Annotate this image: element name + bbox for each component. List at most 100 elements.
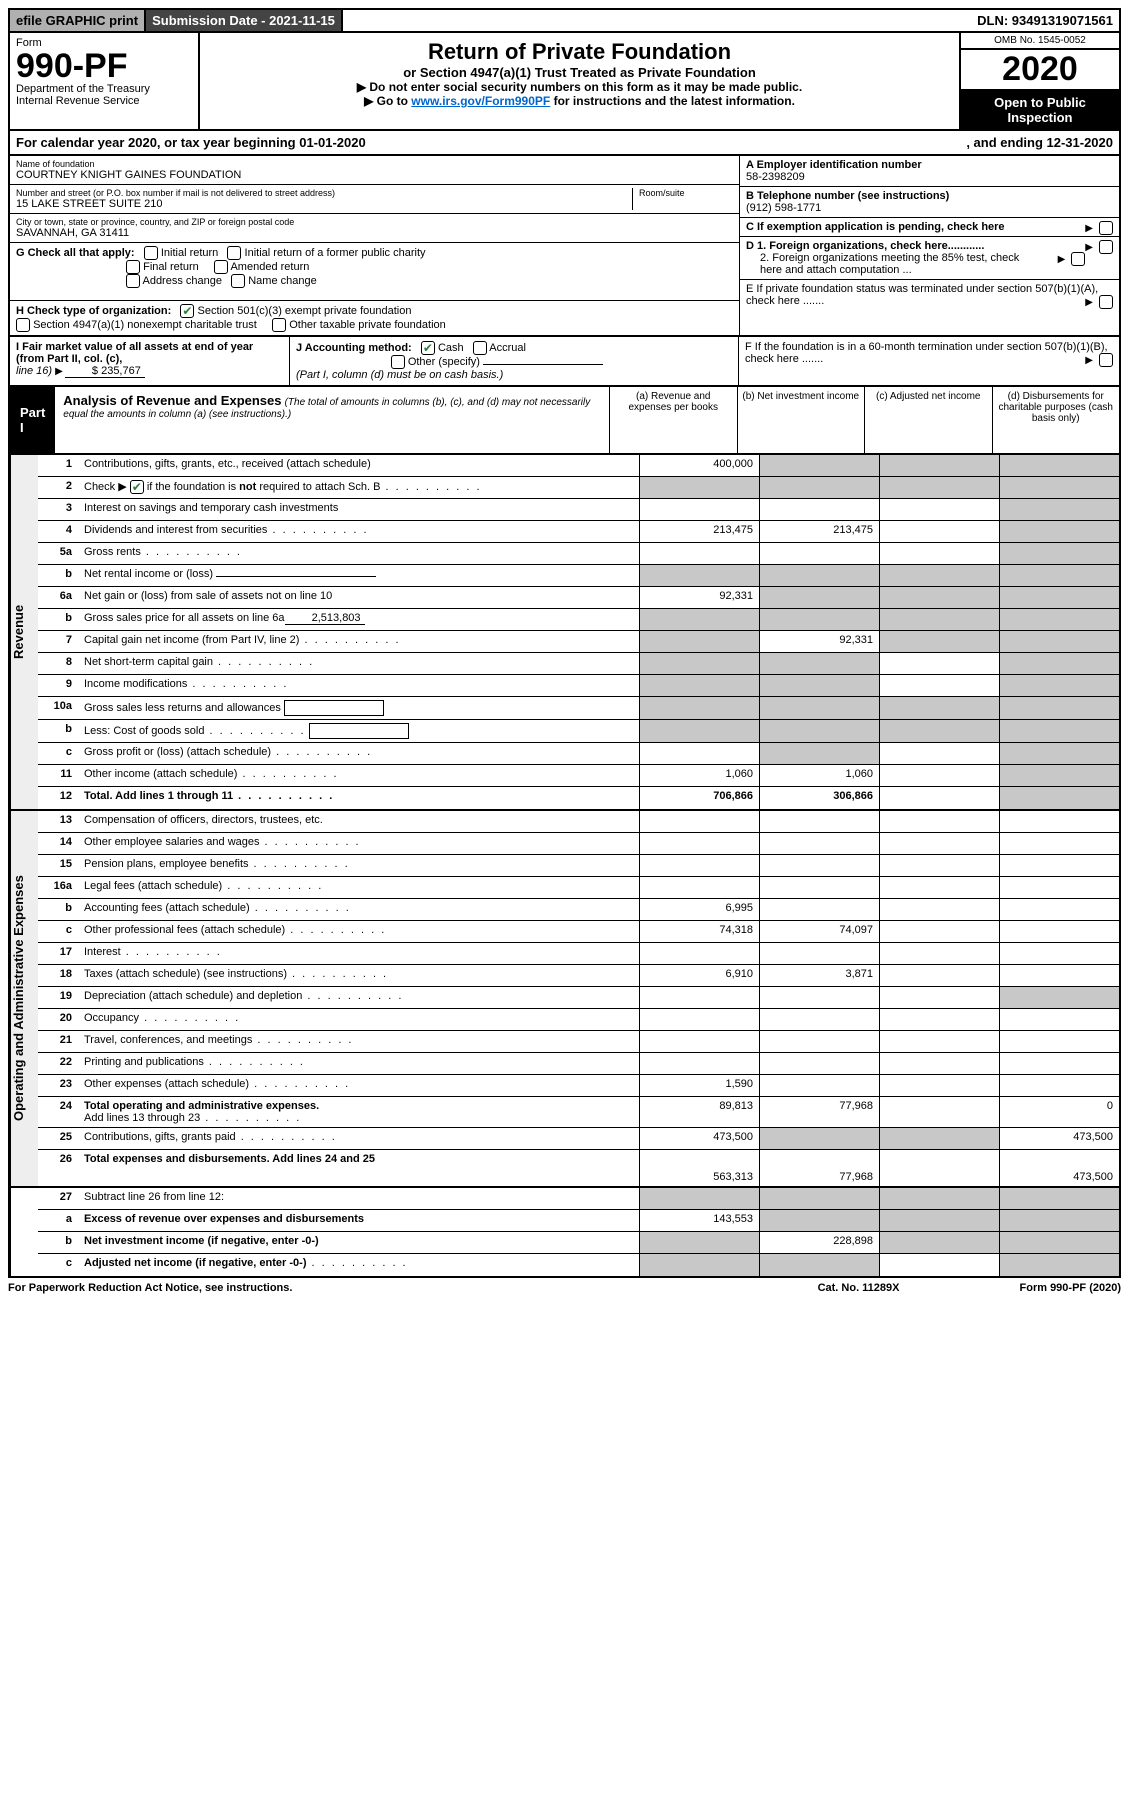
l26-d: 473,500 [999, 1150, 1119, 1186]
line-18: Taxes (attach schedule) (see instruction… [78, 965, 639, 986]
checkbox-c[interactable] [1099, 221, 1113, 235]
info-left: Name of foundation COURTNEY KNIGHT GAINE… [10, 156, 739, 335]
l16c-a: 74,318 [639, 921, 759, 942]
checkbox-accrual[interactable] [473, 341, 487, 355]
line-3: Interest on savings and temporary cash i… [78, 499, 639, 520]
other-specify-line [483, 364, 603, 365]
checkbox-initial-return[interactable] [144, 246, 158, 260]
revenue-grid: Revenue 1Contributions, gifts, grants, e… [8, 455, 1121, 811]
checkbox-4947[interactable] [16, 318, 30, 332]
l16b-a: 6,995 [639, 899, 759, 920]
checkbox-address-change[interactable] [126, 274, 140, 288]
l23-a: 1,590 [639, 1075, 759, 1096]
header-center: Return of Private Foundation or Section … [200, 33, 959, 129]
checkbox-501c3[interactable] [180, 304, 194, 318]
l27b-b: 228,898 [759, 1232, 879, 1253]
submission-date: Submission Date - 2021-11-15 [146, 10, 343, 31]
form990pf-link[interactable]: www.irs.gov/Form990PF [411, 94, 550, 108]
form-ref: Form 990-PF (2020) [1020, 1282, 1122, 1294]
line-10a: Gross sales less returns and allowances [78, 697, 639, 719]
side-blank [10, 1188, 38, 1276]
header-left: Form 990-PF Department of the Treasury I… [10, 33, 200, 129]
line-13: Compensation of officers, directors, tru… [78, 811, 639, 832]
info-block: Name of foundation COURTNEY KNIGHT GAINE… [8, 156, 1121, 337]
checkbox-initial-former[interactable] [227, 246, 241, 260]
omb-no: OMB No. 1545-0052 [961, 33, 1119, 50]
arrow-icon [1058, 253, 1068, 265]
arrow-icon [1085, 241, 1095, 253]
line-20: Occupancy [78, 1009, 639, 1030]
line-10b: Less: Cost of goods sold [78, 720, 639, 742]
line-22: Printing and publications [78, 1053, 639, 1074]
line-17: Interest [78, 943, 639, 964]
form-number: 990-PF [16, 49, 192, 83]
header-right: OMB No. 1545-0052 2020 Open to Public In… [959, 33, 1119, 129]
h-other: Other taxable private foundation [289, 319, 446, 331]
l4-a: 213,475 [639, 521, 759, 542]
d2-label: 2. Foreign organizations meeting the 85%… [746, 252, 1026, 276]
j-cell: J Accounting method: Cash Accrual Other … [290, 337, 739, 385]
checkbox-schb[interactable] [130, 480, 144, 494]
l16c-b: 74,097 [759, 921, 879, 942]
line-9: Income modifications [78, 675, 639, 696]
line-27c: Adjusted net income (if negative, enter … [78, 1254, 639, 1276]
i-label: I Fair market value of all assets at end… [16, 341, 253, 365]
j-note: (Part I, column (d) must be on cash basi… [296, 369, 503, 381]
checkbox-cash[interactable] [421, 341, 435, 355]
part1-title: Analysis of Revenue and Expenses [63, 393, 281, 408]
l25-d: 473,500 [999, 1128, 1119, 1149]
ein: 58-2398209 [746, 171, 805, 183]
i-line: line 16) [16, 365, 52, 377]
efile-tag: efile GRAPHIC print [10, 10, 146, 31]
l25-a: 473,500 [639, 1128, 759, 1149]
checkbox-d1[interactable] [1099, 240, 1113, 254]
note2-pre: ▶ Go to [364, 94, 411, 108]
line-7: Capital gain net income (from Part IV, l… [78, 631, 639, 652]
form-subtitle: or Section 4947(a)(1) Trust Treated as P… [210, 65, 949, 80]
h-501: Section 501(c)(3) exempt private foundat… [197, 305, 411, 317]
checkbox-amended[interactable] [214, 260, 228, 274]
checkbox-name-change[interactable] [231, 274, 245, 288]
line-23: Other expenses (attach schedule) [78, 1075, 639, 1096]
g-amended: Amended return [230, 261, 309, 273]
l7-b: 92,331 [759, 631, 879, 652]
checkbox-other-method[interactable] [391, 355, 405, 369]
irs: Internal Revenue Service [16, 95, 192, 107]
cal-right: , and ending 12-31-2020 [966, 135, 1113, 150]
paperwork-notice: For Paperwork Reduction Act Notice, see … [8, 1282, 292, 1294]
street-label: Number and street (or P.O. box number if… [16, 188, 626, 198]
line-5a: Gross rents [78, 543, 639, 564]
line-16b: Accounting fees (attach schedule) [78, 899, 639, 920]
top-bar: efile GRAPHIC print Submission Date - 20… [8, 8, 1121, 33]
arrow-icon [1085, 296, 1095, 308]
city: SAVANNAH, GA 31411 [16, 227, 129, 239]
g-name: Name change [248, 275, 317, 287]
checkbox-other-taxable[interactable] [272, 318, 286, 332]
name-label: Name of foundation [16, 159, 733, 169]
i-value: $ 235,767 [65, 365, 145, 378]
line-27: Subtract line 26 from line 12: [78, 1188, 639, 1209]
tax-year: 2020 [961, 50, 1119, 91]
phone: (912) 598-1771 [746, 202, 821, 214]
line-14: Other employee salaries and wages [78, 833, 639, 854]
checkbox-final-return[interactable] [126, 260, 140, 274]
line-10c: Gross profit or (loss) (attach schedule) [78, 743, 639, 764]
street: 15 LAKE STREET SUITE 210 [16, 198, 163, 210]
l12-a: 706,866 [639, 787, 759, 809]
cal-left: For calendar year 2020, or tax year begi… [16, 135, 366, 150]
checkbox-f[interactable] [1099, 353, 1113, 367]
form-note1: ▶ Do not enter social security numbers o… [210, 80, 949, 94]
line-1: Contributions, gifts, grants, etc., rece… [78, 455, 639, 476]
line-26: Total expenses and disbursements. Add li… [78, 1150, 639, 1186]
form-note2: ▶ Go to www.irs.gov/Form990PF for instru… [210, 94, 949, 108]
col-b-header: (b) Net investment income [738, 387, 866, 453]
arrow-icon [1085, 354, 1095, 366]
l18-a: 6,910 [639, 965, 759, 986]
checkbox-e[interactable] [1099, 295, 1113, 309]
f-cell: F If the foundation is in a 60-month ter… [739, 337, 1119, 385]
l4-b: 213,475 [759, 521, 879, 542]
l26-a: 563,313 [639, 1150, 759, 1186]
line-16a: Legal fees (attach schedule) [78, 877, 639, 898]
checkbox-d2[interactable] [1071, 252, 1085, 266]
l26-b: 77,968 [759, 1150, 879, 1186]
